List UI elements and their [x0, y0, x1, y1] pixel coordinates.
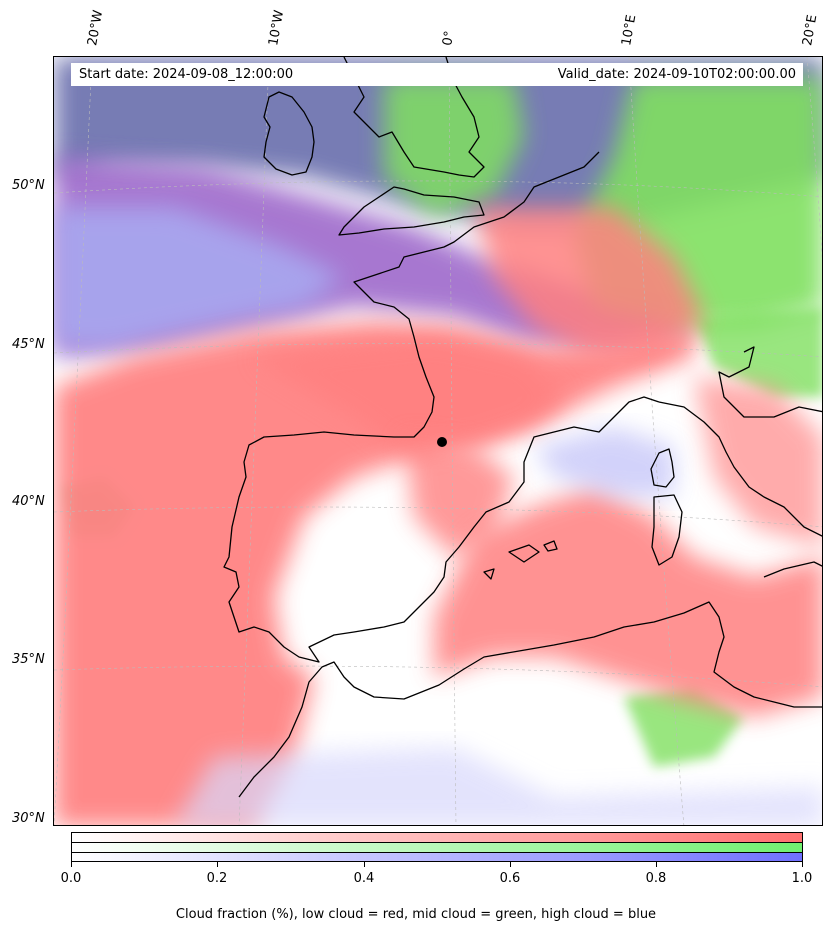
lon-label-10e: 10°E	[619, 13, 640, 47]
coast-france-iberia	[223, 151, 660, 663]
colorbar-tick-label: 0.0	[60, 871, 82, 886]
lat-label-50n: 50°N	[12, 178, 45, 193]
colorbar-tick	[364, 862, 365, 867]
low-cloud-east-med	[694, 377, 822, 547]
low-cloud-mediterranean	[434, 487, 822, 717]
low-cloud-bay-of-biscay	[254, 337, 564, 447]
graticule	[54, 57, 822, 825]
coast-adriatic	[718, 346, 822, 418]
colorbar-tick-label: 0.8	[645, 871, 667, 886]
high-cloud-tyrrhenian	[534, 427, 674, 497]
colorbar-tick	[510, 862, 511, 867]
colorbar-tick-label: 0.2	[206, 871, 228, 886]
low-cloud-ebro	[404, 437, 514, 557]
coast-north-africa	[238, 601, 822, 798]
lat-label-40n: 40°N	[12, 494, 45, 509]
cloud-fraction-map	[53, 56, 823, 826]
colorbar-tick-label: 0.4	[353, 871, 375, 886]
lat-label-45n: 45°N	[12, 337, 45, 352]
colorbar	[71, 832, 803, 862]
colorbar-tick	[656, 862, 657, 867]
coast-italy	[658, 401, 822, 537]
colorbar-tick-label: 0.6	[499, 871, 521, 886]
high-cloud-west	[54, 207, 344, 347]
coast-ireland	[263, 91, 315, 176]
colorbar-tick	[71, 862, 72, 867]
coast-sicily	[763, 561, 822, 578]
low-cloud-atlantic	[54, 322, 694, 825]
coast-balearics	[483, 540, 558, 580]
location-marker	[437, 437, 447, 447]
colorbar-caption: Cloud fraction (%), low cloud = red, mid…	[175, 907, 657, 922]
date-header: Start date: 2024-09-08_12:00:00 Valid_da…	[71, 63, 803, 86]
coast-sardinia	[651, 494, 683, 566]
lat-label-35n: 35°N	[12, 652, 45, 667]
lon-label-20e: 20°E	[800, 13, 821, 47]
colorbar-tick	[217, 862, 218, 867]
coast-corsica	[650, 448, 675, 488]
valid-date-label: Valid_date: 2024-09-10T02:00:00.00	[557, 67, 796, 82]
lat-label-30n: 30°N	[12, 811, 45, 826]
mid-cloud-italy	[694, 307, 822, 397]
coast-great-britain	[338, 57, 485, 236]
colorbar-tick	[802, 862, 803, 867]
mid-cloud-uk	[384, 77, 524, 217]
colorbar-tick-label: 1.0	[791, 871, 813, 886]
coastlines	[223, 57, 822, 798]
high-cloud-south	[175, 747, 822, 825]
colorbar-low-cloud	[72, 833, 802, 843]
low-cloud-france	[474, 207, 704, 357]
colorbar-high-cloud	[72, 853, 802, 861]
lon-label-10w: 10°W	[266, 9, 288, 48]
lon-label-0: 0°	[440, 29, 458, 47]
start-date-label: Start date: 2024-09-08_12:00:00	[79, 67, 294, 82]
lon-label-20w: 20°W	[85, 9, 107, 48]
map-canvas	[54, 57, 822, 825]
colorbar-mid-cloud	[72, 843, 802, 853]
cloud-layer	[54, 57, 822, 825]
